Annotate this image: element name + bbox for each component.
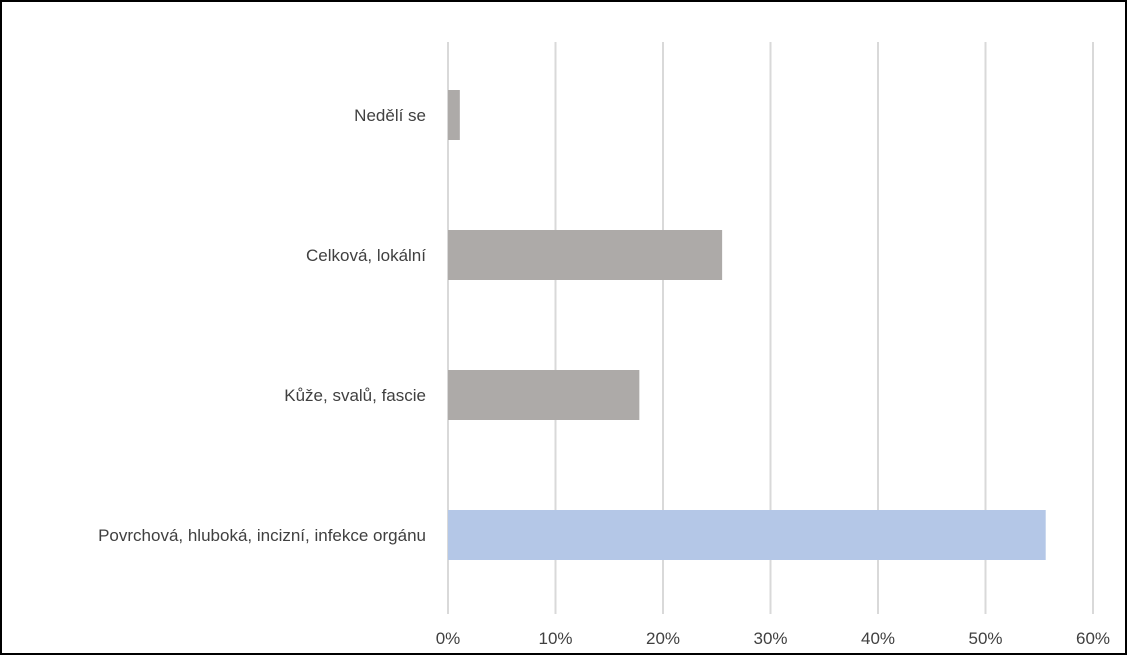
x-tick-label: 20%	[646, 629, 680, 648]
x-tick-label: 10%	[538, 629, 572, 648]
bar	[448, 370, 640, 420]
bar	[448, 230, 723, 280]
x-tick-label: 60%	[1076, 629, 1110, 648]
bar	[448, 510, 1046, 560]
x-tick-label: 40%	[861, 629, 895, 648]
x-tick-label: 50%	[968, 629, 1002, 648]
category-label: Kůže, svalů, fascie	[284, 386, 426, 405]
x-tick-label: 0%	[436, 629, 461, 648]
category-label: Nedělí se	[354, 106, 426, 125]
x-tick-label: 30%	[753, 629, 787, 648]
category-label: Povrchová, hluboká, incizní, infekce org…	[98, 526, 426, 545]
bar	[448, 90, 460, 140]
category-label: Celková, lokální	[306, 246, 426, 265]
